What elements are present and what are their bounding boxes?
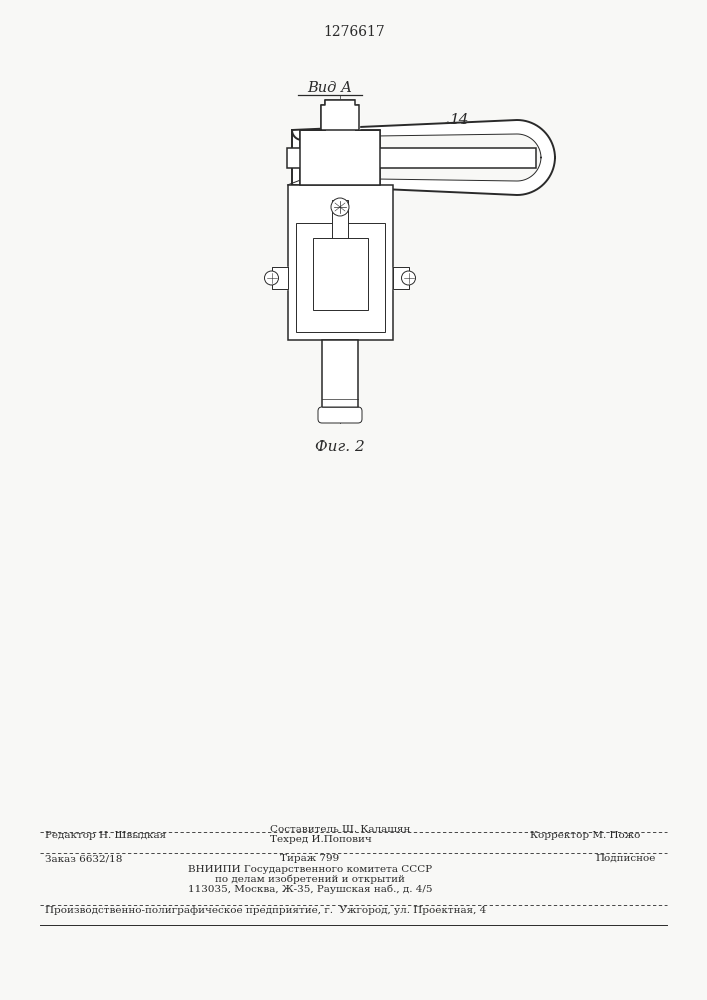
Bar: [296, 223, 385, 332]
Text: Заказ 6632/18: Заказ 6632/18: [45, 854, 122, 863]
Polygon shape: [306, 134, 541, 181]
Text: 1276617: 1276617: [323, 25, 385, 39]
Circle shape: [402, 271, 416, 285]
Text: Вид А: Вид А: [308, 81, 353, 95]
Bar: [312, 238, 368, 310]
Bar: [322, 340, 358, 415]
Text: 113035, Москва, Ж-35, Раушская наб., д. 4/5: 113035, Москва, Ж-35, Раушская наб., д. …: [188, 884, 432, 894]
Bar: [288, 185, 392, 340]
Bar: [300, 130, 380, 185]
Text: ВНИИПИ Государственного комитета СССР: ВНИИПИ Государственного комитета СССР: [188, 865, 432, 874]
Circle shape: [264, 271, 279, 285]
Bar: [300, 130, 380, 185]
Circle shape: [331, 198, 349, 216]
Text: Техред И.Попович: Техред И.Попович: [270, 835, 372, 844]
FancyBboxPatch shape: [318, 407, 362, 423]
Bar: [287, 147, 536, 167]
Text: Производственно-полиграфическое предприятие, г.  Ужгород, ул. Проектная, 4: Производственно-полиграфическое предприя…: [45, 906, 486, 915]
Polygon shape: [392, 267, 409, 289]
Text: Составитель Ш. Калашян: Составитель Ш. Калашян: [270, 825, 410, 834]
Text: Тираж 799: Тираж 799: [281, 854, 339, 863]
Text: Редактор Н. Швыдкая: Редактор Н. Швыдкая: [45, 831, 166, 840]
Polygon shape: [321, 100, 359, 130]
Polygon shape: [292, 120, 555, 195]
Polygon shape: [271, 267, 288, 289]
Bar: [332, 200, 348, 305]
Text: Корректор М. Пожо: Корректор М. Пожо: [530, 831, 641, 840]
Text: Фиг. 2: Фиг. 2: [315, 440, 365, 454]
Text: Подписное: Подписное: [595, 854, 655, 863]
Text: 14: 14: [450, 113, 469, 127]
Text: по делам изобретений и открытий: по делам изобретений и открытий: [215, 874, 405, 884]
Polygon shape: [321, 100, 359, 130]
